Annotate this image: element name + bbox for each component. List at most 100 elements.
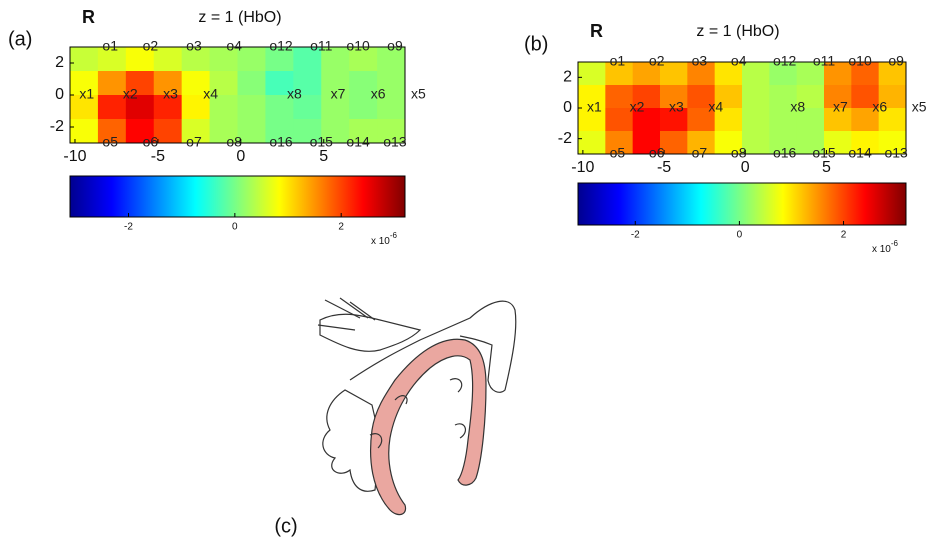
channel-label: o9: [888, 53, 904, 69]
colorbar-tick-label: 0: [737, 230, 743, 241]
x-tick-label: 0: [236, 148, 245, 165]
heat-cell: [265, 71, 294, 96]
x-tick-label: -5: [657, 159, 671, 176]
colorbar-tick-label: -2: [631, 230, 640, 241]
channel-label: x5: [912, 99, 927, 115]
heat-cell: [796, 62, 825, 86]
orientation: R: [590, 21, 603, 41]
heat-cell: [97, 71, 127, 96]
heat-cell: [851, 131, 880, 155]
heat-cell: [265, 119, 294, 144]
y-tick-label: -2: [558, 130, 572, 147]
colorbar-scale: x 10-6: [872, 239, 899, 255]
channel-label: o9: [387, 38, 403, 54]
channel-label: o8: [226, 134, 242, 150]
heat-cell: [769, 85, 798, 109]
heat-cell: [878, 108, 907, 132]
heat-cell: [687, 131, 716, 155]
channel-label: o6: [143, 134, 159, 150]
heat-cell: [824, 85, 852, 109]
channel-label: o2: [649, 53, 665, 69]
heat-cell: [237, 47, 266, 72]
heat-cell: [714, 85, 743, 109]
panel-label: (a): [8, 28, 32, 50]
heat-cell: [878, 131, 907, 155]
heat-cell: [714, 62, 743, 86]
panel-label: (b): [524, 33, 548, 55]
heat-cell: [377, 71, 406, 96]
heat-cell: [70, 119, 99, 144]
channel-label: x7: [833, 99, 848, 115]
channel-label: o1: [610, 53, 626, 69]
y-tick-label: 2: [55, 54, 64, 71]
heat-cell: [153, 119, 183, 144]
channel-label: o1: [102, 38, 118, 54]
x-tick-label: 5: [319, 148, 328, 165]
scale-base: x 10: [371, 236, 390, 247]
heat-cell: [687, 108, 716, 132]
heat-cell: [605, 85, 634, 109]
heat-cell: [293, 47, 322, 72]
heat-cell: [769, 62, 798, 86]
channel-label: x3: [669, 99, 684, 115]
x-tick-label: -10: [571, 159, 594, 176]
scale-exponent: -6: [891, 239, 899, 248]
x-tick-label: 0: [741, 159, 750, 176]
heat-cell: [660, 62, 688, 86]
heat-cell: [377, 95, 406, 120]
heat-cell: [578, 131, 606, 155]
heat-cell: [181, 95, 211, 120]
colorbar-tick-label: 2: [338, 222, 344, 233]
heat-cell: [769, 108, 798, 132]
heat-cell: [851, 85, 880, 109]
heat-cell: [878, 62, 907, 86]
colorbar-scale: x 10-6: [371, 231, 398, 247]
heat-cell: [293, 95, 322, 120]
heat-cell: [851, 108, 880, 132]
colorbar-tick-label: -2: [124, 222, 133, 233]
channel-label: o10: [346, 38, 370, 54]
channel-label: x8: [790, 99, 805, 115]
heat-cell: [660, 85, 688, 109]
heat-cell: [796, 85, 825, 109]
heat-cell: [714, 108, 743, 132]
heat-cell: [349, 95, 378, 120]
heat-cell: [796, 108, 825, 132]
channel-label: x3: [163, 86, 178, 102]
heat-cell: [265, 47, 294, 72]
heat-cell: [321, 71, 350, 96]
channel-label: x1: [587, 99, 602, 115]
heat-cell: [237, 119, 266, 144]
channel-label: o4: [226, 38, 242, 54]
heat-cell: [824, 62, 852, 86]
map-title: z = 1 (HbO): [198, 9, 281, 26]
scale-base: x 10: [872, 244, 891, 255]
heat-cell: [209, 71, 238, 96]
heat-cell: [851, 62, 880, 86]
heat-cell: [181, 47, 211, 72]
y-tick-label: 2: [563, 69, 572, 86]
channel-label: x4: [708, 99, 723, 115]
heat-cell: [742, 62, 770, 86]
channel-label: o15: [310, 134, 334, 150]
heat-cell: [237, 95, 266, 120]
heat-cell: [605, 62, 634, 86]
heat-cell: [377, 119, 406, 144]
channel-label: o12: [773, 53, 797, 69]
heat-cell: [97, 95, 127, 120]
heat-cell: [181, 119, 211, 144]
heat-cell: [153, 47, 183, 72]
channel-label: o13: [884, 145, 908, 161]
heat-cell: [153, 71, 183, 96]
map-title: z = 1 (HbO): [696, 23, 779, 40]
heat-cell: [742, 131, 770, 155]
heat-cell: [181, 71, 211, 96]
channel-label: o6: [649, 145, 665, 161]
colorbar: [577, 182, 907, 226]
heat-cell: [293, 71, 322, 96]
heat-cell: [824, 108, 852, 132]
heat-cell: [349, 71, 378, 96]
heat-cell: [632, 108, 661, 132]
heat-cell: [742, 108, 770, 132]
